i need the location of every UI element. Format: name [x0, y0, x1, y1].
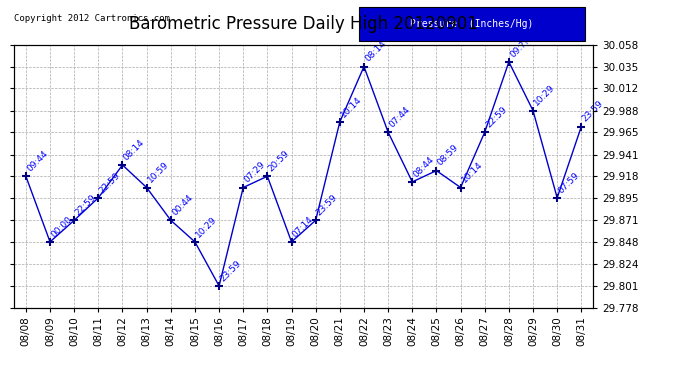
Text: 23:59: 23:59: [580, 99, 605, 124]
Text: 22:59: 22:59: [73, 193, 98, 217]
Text: 23:59: 23:59: [218, 259, 243, 283]
Text: 09:??: 09:??: [508, 36, 531, 59]
Text: 10:14: 10:14: [460, 160, 484, 185]
Text: 00:00: 00:00: [49, 214, 74, 239]
Text: 09:44: 09:44: [25, 149, 50, 174]
Text: 08:14: 08:14: [121, 138, 146, 162]
Text: Copyright 2012 Cartronics.com: Copyright 2012 Cartronics.com: [14, 13, 170, 22]
Text: 07:44: 07:44: [387, 105, 412, 129]
Text: 07:29: 07:29: [242, 160, 267, 185]
Text: 20:59: 20:59: [266, 149, 291, 174]
Text: 10:59: 10:59: [146, 160, 170, 185]
Text: 00:44: 00:44: [170, 193, 195, 217]
Text: Pressure  (Inches/Hg): Pressure (Inches/Hg): [410, 19, 533, 29]
Text: 07:14: 07:14: [290, 214, 315, 239]
Text: 22:59: 22:59: [97, 171, 122, 195]
FancyBboxPatch shape: [359, 7, 584, 41]
Text: 10:29: 10:29: [532, 83, 557, 108]
Text: 10:14: 10:14: [339, 94, 364, 119]
Text: 08:59: 08:59: [435, 143, 460, 168]
Text: 08:44: 08:44: [411, 154, 436, 179]
Text: 23:59: 23:59: [315, 193, 339, 217]
Text: 07:59: 07:59: [556, 170, 581, 195]
Text: 22:59: 22:59: [484, 105, 509, 129]
Text: 08:14: 08:14: [363, 39, 388, 64]
Text: 10:29: 10:29: [194, 214, 219, 239]
Text: Barometric Pressure Daily High 20120901: Barometric Pressure Daily High 20120901: [129, 15, 478, 33]
